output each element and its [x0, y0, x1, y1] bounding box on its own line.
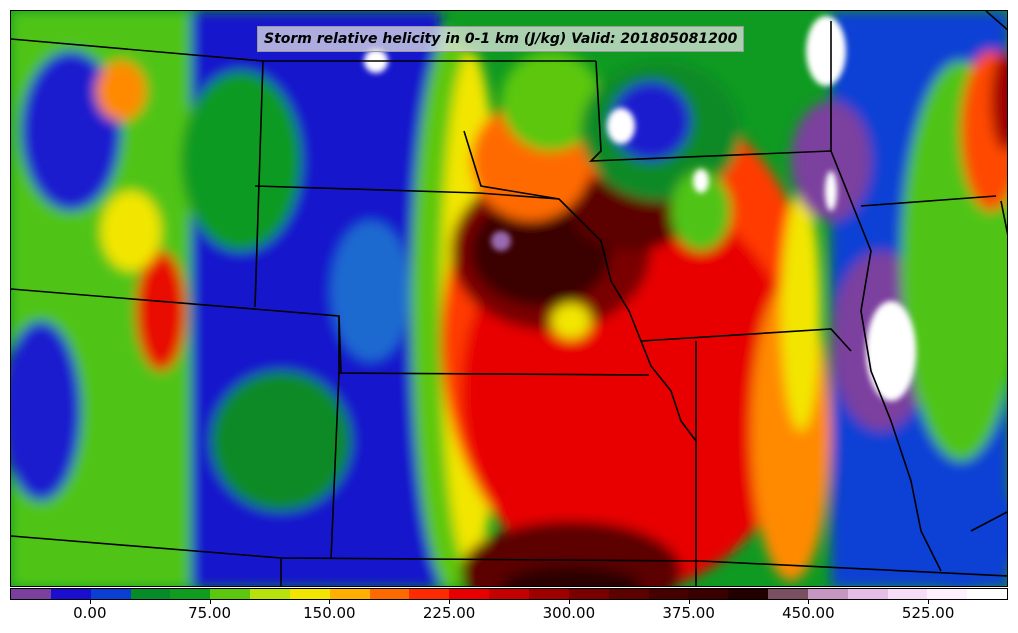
- colorbar-tick-label: 75.00: [188, 604, 232, 622]
- map-panel: Storm relative helicity in 0-1 km (J/kg)…: [10, 10, 1008, 587]
- colorbar-segment: [688, 589, 729, 599]
- colorbar-segment: [648, 589, 689, 599]
- colorbar-segment: [807, 589, 848, 599]
- colorbar-tick-mark: [449, 600, 451, 604]
- colorbar-tick-mark: [928, 600, 930, 604]
- colorbar-tick-label: 450.00: [782, 604, 835, 622]
- colorbar-segment: [728, 589, 769, 599]
- colorbar: [10, 588, 1008, 600]
- colorbar-segment: [847, 589, 888, 599]
- colorbar-segment: [449, 589, 490, 599]
- colorbar-tick-mark: [89, 600, 91, 604]
- colorbar-segment: [289, 589, 330, 599]
- colorbar-tick-mark: [209, 600, 211, 604]
- colorbar-segment: [170, 589, 211, 599]
- colorbar-segment: [568, 589, 609, 599]
- colorbar-segment: [50, 589, 91, 599]
- colorbar-tick-label: 300.00: [542, 604, 596, 622]
- colorbar-tick-label: 150.00: [303, 604, 356, 622]
- colorbar-tick-label: 375.00: [662, 604, 715, 622]
- helicity-field: [11, 11, 1007, 586]
- colorbar-segment: [210, 589, 251, 599]
- colorbar-segment: [887, 589, 928, 599]
- map-title: Storm relative helicity in 0-1 km (J/kg)…: [257, 26, 745, 52]
- colorbar-segment: [409, 589, 450, 599]
- white-patches: [364, 16, 916, 401]
- colorbar-segment: [489, 589, 529, 599]
- colorbar-tick-mark: [329, 600, 331, 604]
- colorbar-ticks: 0.00 75.00 150.00 225.00 300.00 375.00 450.00 5…: [10, 600, 1008, 630]
- helicity-map: [11, 11, 1007, 586]
- colorbar-segment: [90, 589, 131, 599]
- state-boundaries: [11, 11, 1007, 586]
- colorbar-tick-mark: [808, 600, 810, 604]
- colorbar-segment: [967, 589, 1007, 599]
- colorbar-tick-label: 225.00: [422, 604, 476, 622]
- colorbar-segment: [927, 589, 968, 599]
- colorbar-tick-mark: [688, 600, 690, 604]
- colorbar-tick-label: 0.00: [73, 604, 107, 622]
- colorbar-segment: [768, 589, 808, 599]
- colorbar-segment: [130, 589, 171, 599]
- colorbar-tick-label: 525.00: [901, 604, 955, 622]
- colorbar-segment: [608, 589, 649, 599]
- colorbar-segment: [250, 589, 290, 599]
- colorbar-segment: [11, 589, 51, 599]
- colorbar-segment: [528, 589, 569, 599]
- colorbar-tick-mark: [568, 600, 570, 604]
- colorbar-segment: [369, 589, 410, 599]
- colorbar-segment: [329, 589, 370, 599]
